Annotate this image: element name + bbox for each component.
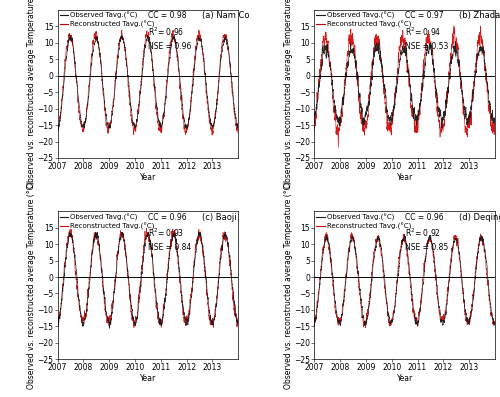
Text: CC = 0.98
R$^2$= 0.96
NSE = 0.96: CC = 0.98 R$^2$= 0.96 NSE = 0.96: [148, 12, 192, 50]
Text: (a) Nam Co: (a) Nam Co: [202, 12, 250, 20]
Y-axis label: Observed vs. reconstructed average Temperature (°C): Observed vs. reconstructed average Tempe…: [284, 0, 292, 188]
X-axis label: Year: Year: [140, 374, 156, 383]
X-axis label: Year: Year: [396, 173, 412, 181]
X-axis label: Year: Year: [396, 374, 412, 383]
Legend: Observed Tavg.(°C), Reconstructed Tavg.(°C): Observed Tavg.(°C), Reconstructed Tavg.(…: [59, 213, 155, 230]
Y-axis label: Observed vs. reconstructed average Temperature (°C): Observed vs. reconstructed average Tempe…: [27, 181, 36, 389]
Text: CC = 0.97
R$^2$= 0.94
NSE = 0.53: CC = 0.97 R$^2$= 0.94 NSE = 0.53: [404, 12, 448, 50]
Text: (d) Deqing: (d) Deqing: [459, 213, 500, 222]
Text: (b) Zhadang: (b) Zhadang: [459, 12, 500, 20]
Legend: Observed Tavg.(°C), Reconstructed Tavg.(°C): Observed Tavg.(°C), Reconstructed Tavg.(…: [316, 11, 412, 29]
Text: (c) Baoji: (c) Baoji: [202, 213, 237, 222]
Legend: Observed Tavg.(°C), Reconstructed Tavg.(°C): Observed Tavg.(°C), Reconstructed Tavg.(…: [59, 11, 155, 29]
X-axis label: Year: Year: [140, 173, 156, 181]
Text: CC = 0.96
R$^2$= 0.92
NSE = 0.85: CC = 0.96 R$^2$= 0.92 NSE = 0.85: [404, 213, 448, 252]
Y-axis label: Observed vs. reconstructed average Temperature (°C): Observed vs. reconstructed average Tempe…: [284, 181, 292, 389]
Legend: Observed Tavg.(°C), Reconstructed Tavg.(°C): Observed Tavg.(°C), Reconstructed Tavg.(…: [316, 213, 412, 230]
Text: CC = 0.96
R$^2$= 0.93
NSE = 0.84: CC = 0.96 R$^2$= 0.93 NSE = 0.84: [148, 213, 191, 252]
Y-axis label: Observed vs. reconstructed average Temperature (°C): Observed vs. reconstructed average Tempe…: [27, 0, 36, 188]
